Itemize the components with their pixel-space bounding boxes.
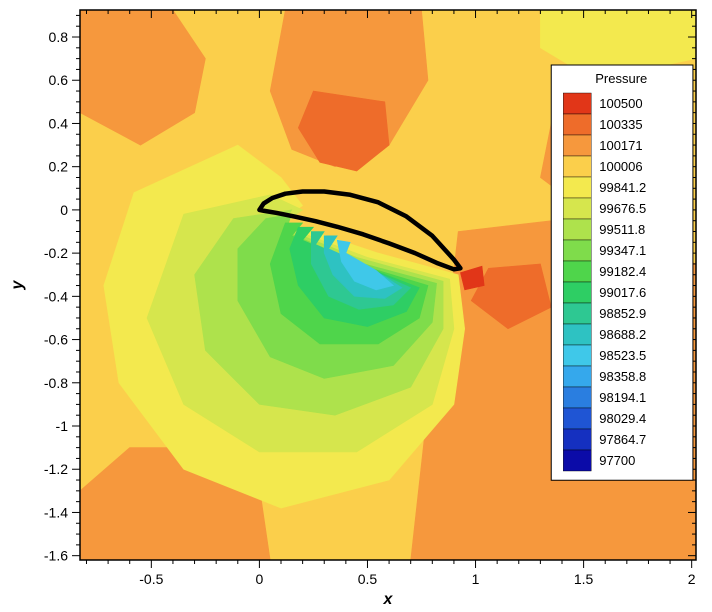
legend-swatch <box>563 135 591 156</box>
legend-swatch <box>563 345 591 366</box>
legend-swatch <box>563 198 591 219</box>
legend: Pressure 100500 100335 100171 100006 99841.2 9… <box>551 65 693 480</box>
legend-label: 100335 <box>599 117 642 132</box>
x-axis-title: x <box>383 591 394 608</box>
legend-label: 98852.9 <box>599 306 646 321</box>
legend-label: 99676.5 <box>599 201 646 216</box>
legend-label: 97700 <box>599 453 635 468</box>
legend-label: 98194.1 <box>599 390 646 405</box>
y-tick-label: -1.6 <box>44 548 68 564</box>
legend-swatch <box>563 114 591 135</box>
legend-swatch <box>563 282 591 303</box>
y-tick-label: 0 <box>60 202 68 218</box>
legend-label: 100171 <box>599 138 642 153</box>
y-tick-label: -0.6 <box>44 332 68 348</box>
legend-swatch <box>563 366 591 387</box>
legend-label: 99511.8 <box>599 222 645 237</box>
y-tick-label: 0.8 <box>49 29 69 45</box>
legend-swatch <box>563 303 591 324</box>
y-tick-label: -1.4 <box>44 504 68 520</box>
legend-label: 98358.8 <box>599 369 646 384</box>
y-tick-label: 0.4 <box>49 115 69 131</box>
x-tick-label: 0 <box>255 571 263 587</box>
chart-svg: -0.5 0 0.5 1 1.5 2 x -1.6 -1.4 -1.2 -1 -0.8 -0.6 -0.4… <box>0 0 712 612</box>
legend-label: 99182.4 <box>599 264 646 279</box>
legend-swatch <box>563 177 591 198</box>
legend-swatch <box>563 408 591 429</box>
legend-swatch <box>563 156 591 177</box>
legend-label: 99841.2 <box>599 180 646 195</box>
legend-label: 100500 <box>599 96 642 111</box>
x-tick-label: 1.5 <box>574 571 594 587</box>
pressure-contour-chart: -0.5 0 0.5 1 1.5 2 x -1.6 -1.4 -1.2 -1 -0.8 -0.6 -0.4… <box>0 0 712 612</box>
legend-swatch <box>563 261 591 282</box>
y-axis-title: y <box>9 279 26 290</box>
legend-label: 98688.2 <box>599 327 646 342</box>
legend-label: 98029.4 <box>599 411 646 426</box>
legend-swatch <box>563 324 591 345</box>
legend-label: 99347.1 <box>599 243 646 258</box>
legend-label: 100006 <box>599 159 642 174</box>
y-tick-label: 0.2 <box>49 159 69 175</box>
legend-swatch <box>563 429 591 450</box>
x-tick-label: 0.5 <box>358 571 378 587</box>
x-tick-label: 1 <box>472 571 480 587</box>
x-tick-label: 2 <box>688 571 696 587</box>
legend-swatch <box>563 450 591 471</box>
legend-swatch <box>563 93 591 114</box>
legend-label: 99017.6 <box>599 285 646 300</box>
y-tick-label: -0.4 <box>44 288 68 304</box>
x-tick-label: -0.5 <box>139 571 163 587</box>
y-tick-label: -0.8 <box>44 375 68 391</box>
y-tick-label: -1.2 <box>44 461 68 477</box>
legend-swatch <box>563 387 591 408</box>
y-tick-label: -1 <box>56 418 69 434</box>
legend-title: Pressure <box>595 71 647 86</box>
y-tick-label: 0.6 <box>49 72 69 88</box>
legend-label: 97864.7 <box>599 432 646 447</box>
legend-swatch <box>563 240 591 261</box>
legend-label: 98523.5 <box>599 348 646 363</box>
legend-swatch <box>563 219 591 240</box>
y-tick-label: -0.2 <box>44 245 68 261</box>
